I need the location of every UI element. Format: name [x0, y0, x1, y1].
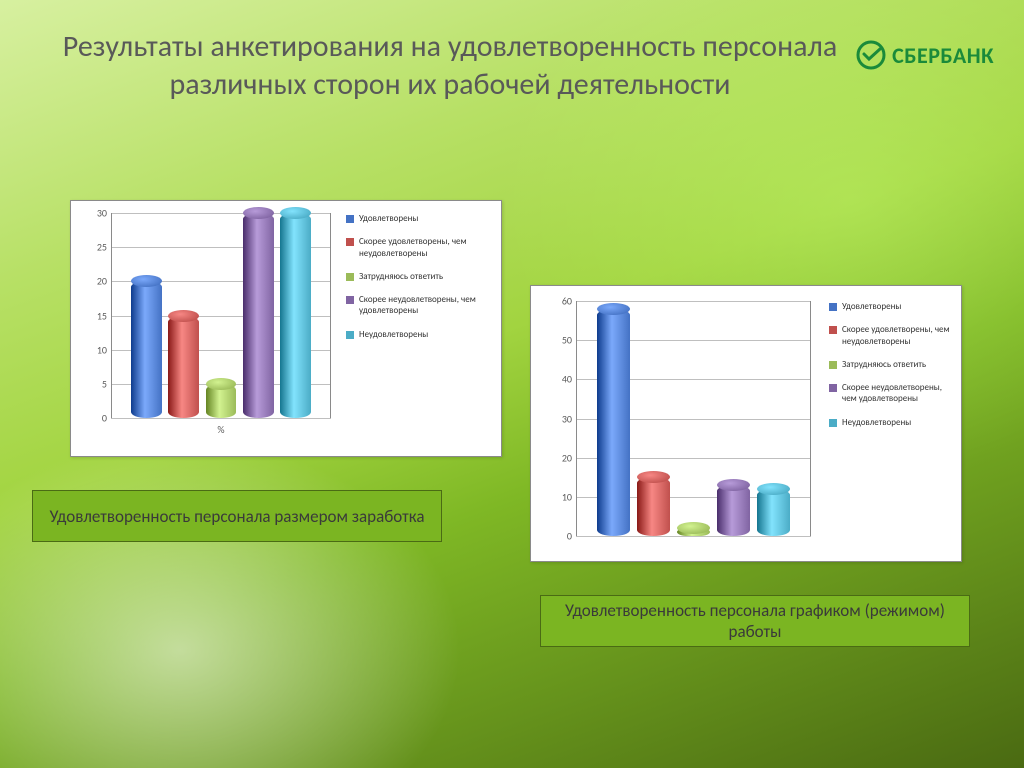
ytick: 30	[562, 412, 572, 425]
ytick: 10	[97, 343, 107, 356]
chart-schedule-satisfaction: 0102030405060УдовлетвореныСкорее удовлет…	[530, 285, 962, 562]
ytick: 40	[562, 373, 572, 386]
chart-salary-satisfaction: 051015202530%УдовлетвореныСкорее удовлет…	[70, 200, 502, 457]
ytick: 0	[102, 412, 107, 425]
ytick: 60	[562, 295, 572, 308]
legend: Удовлетворены Скорее удовлетворены, чем н…	[346, 213, 496, 352]
bar	[243, 213, 274, 418]
bar	[637, 477, 670, 536]
legend-item: Скорее неудовлетворены, чем удовлетворен…	[829, 382, 954, 405]
ytick: 0	[567, 530, 572, 543]
ytick: 15	[97, 309, 107, 322]
legend-label: Скорее удовлетворены, чем неудовлетворен…	[842, 324, 954, 347]
ytick: 30	[97, 207, 107, 220]
legend-label: Скорее неудовлетворены, чем удовлетворен…	[842, 382, 954, 405]
legend-swatch	[829, 384, 837, 392]
legend-item: Неудовлетворены	[346, 329, 496, 340]
legend-item: Затрудняюсь ответить	[829, 359, 954, 370]
ytick: 5	[102, 377, 107, 390]
legend-swatch	[346, 331, 354, 339]
legend: Удовлетворены Скорее удовлетворены, чем н…	[829, 301, 954, 440]
slide-root: Результаты анкетирования на удовлетворен…	[0, 0, 1024, 768]
sberbank-logo-text: СБЕРБАНК	[892, 42, 994, 69]
bar	[280, 213, 311, 418]
legend-swatch	[829, 419, 837, 427]
legend-label: Скорее неудовлетворены, чем удовлетворен…	[359, 294, 496, 317]
legend-swatch	[346, 296, 354, 304]
caption-salary: Удовлетворенность персонала размером зар…	[32, 490, 442, 542]
bar	[717, 485, 750, 536]
legend-label: Удовлетворены	[359, 213, 418, 224]
bar	[131, 281, 162, 418]
legend-item: Неудовлетворены	[829, 417, 954, 428]
bar	[168, 316, 199, 419]
caption-schedule: Удовлетворенность персонала графиком (ре…	[540, 595, 970, 647]
ytick: 20	[97, 275, 107, 288]
sberbank-logo: СБЕРБАНК	[856, 40, 994, 70]
legend-item: Затрудняюсь ответить	[346, 271, 496, 282]
x-axis-label: %	[217, 423, 224, 436]
legend-item: Удовлетворены	[829, 301, 954, 312]
legend-label: Неудовлетворены	[842, 417, 911, 428]
legend-item: Скорее удовлетворены, чем неудовлетворен…	[829, 324, 954, 347]
legend-swatch	[346, 215, 354, 223]
legend-label: Удовлетворены	[842, 301, 901, 312]
plot-area: 0102030405060	[576, 301, 811, 536]
ytick: 25	[97, 241, 107, 254]
legend-swatch	[829, 303, 837, 311]
plot-area: 051015202530%	[111, 213, 331, 418]
legend-item: Скорее удовлетворены, чем неудовлетворен…	[346, 236, 496, 259]
ytick: 20	[562, 451, 572, 464]
legend-swatch	[829, 326, 837, 334]
bar	[597, 309, 630, 536]
ytick: 50	[562, 334, 572, 347]
sberbank-logo-icon	[856, 40, 886, 70]
legend-item: Скорее неудовлетворены, чем удовлетворен…	[346, 294, 496, 317]
legend-item: Удовлетворены	[346, 213, 496, 224]
legend-label: Затрудняюсь ответить	[842, 359, 926, 370]
legend-swatch	[346, 238, 354, 246]
legend-label: Затрудняюсь ответить	[359, 271, 443, 282]
slide-title: Результаты анкетирования на удовлетворен…	[60, 28, 840, 103]
ytick: 10	[562, 490, 572, 503]
legend-label: Неудовлетворены	[359, 329, 428, 340]
legend-swatch	[346, 273, 354, 281]
legend-swatch	[829, 361, 837, 369]
bar	[757, 489, 790, 536]
legend-label: Скорее удовлетворены, чем неудовлетворен…	[359, 236, 496, 259]
